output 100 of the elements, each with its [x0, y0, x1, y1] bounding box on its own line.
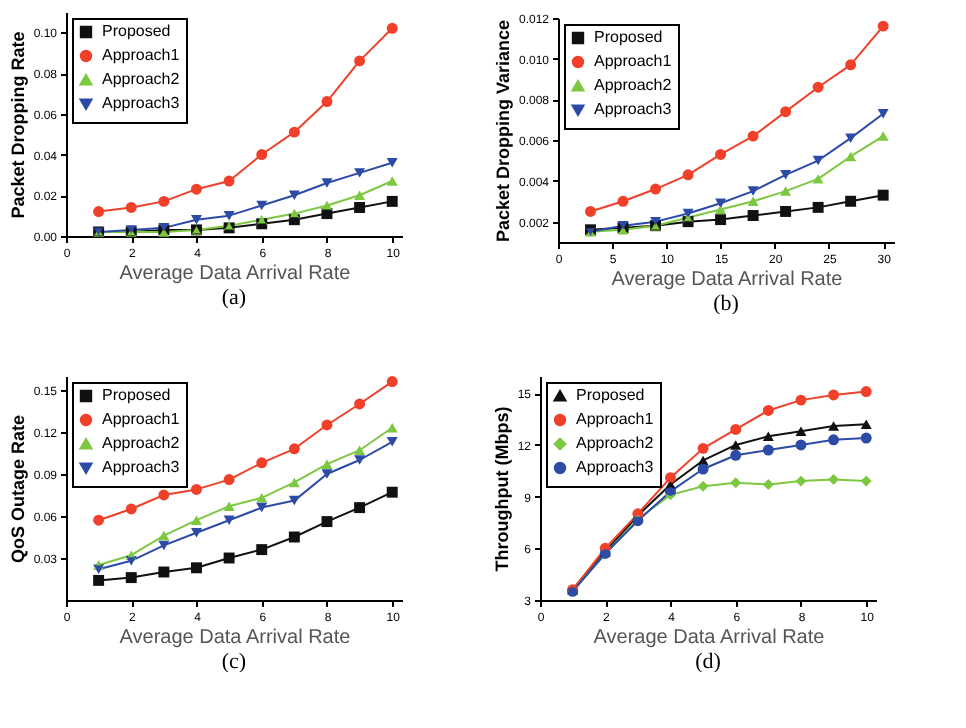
point [125, 503, 137, 515]
point [617, 195, 629, 207]
legend-label: Approach2 [594, 76, 673, 94]
point [747, 186, 759, 196]
x-axis-title: Average Data Arrival Rate [119, 263, 352, 285]
point [828, 473, 840, 485]
point [697, 442, 709, 454]
point [354, 445, 366, 455]
point [828, 389, 840, 401]
point [125, 202, 137, 213]
point [828, 421, 840, 431]
legend-label: Proposed [594, 28, 663, 46]
y-axis-title: Packet Dropping Variance [492, 19, 513, 243]
text: (d) [695, 650, 722, 674]
point [288, 126, 300, 138]
point [354, 202, 366, 213]
point [860, 419, 872, 429]
point [288, 477, 300, 488]
point [697, 480, 709, 492]
point [191, 183, 202, 195]
point [860, 475, 872, 487]
point [256, 544, 268, 556]
point [650, 183, 662, 195]
point [256, 457, 268, 469]
point [812, 155, 824, 166]
point [321, 96, 333, 108]
point [877, 108, 889, 119]
point [845, 195, 857, 207]
legend-label: Proposed [576, 386, 645, 404]
point [795, 394, 807, 406]
point [877, 131, 889, 141]
point [191, 528, 202, 538]
legend-label: Approach2 [102, 70, 181, 88]
point [747, 210, 759, 221]
point [386, 437, 398, 447]
point [354, 55, 366, 67]
point [256, 149, 268, 161]
point [730, 440, 742, 450]
point [191, 562, 202, 574]
point [354, 168, 366, 178]
point [191, 483, 202, 495]
legend-label: Approach2 [102, 434, 181, 452]
point [845, 133, 857, 143]
legend-label: Approach3 [102, 458, 181, 476]
point [354, 502, 366, 514]
text: (b) [713, 292, 740, 316]
point [860, 432, 872, 444]
point [191, 515, 202, 525]
point [354, 398, 366, 410]
point [288, 531, 300, 543]
point [812, 81, 824, 93]
point [697, 463, 709, 475]
point [386, 157, 398, 168]
point [762, 444, 774, 456]
point [256, 502, 268, 513]
legend-label: Proposed [102, 386, 171, 404]
point [93, 206, 105, 218]
legend-label: Approach1 [102, 46, 181, 64]
point [223, 474, 235, 486]
legend-label: Approach1 [102, 410, 181, 428]
point [812, 174, 824, 184]
point [730, 449, 742, 461]
point [795, 475, 807, 487]
legend-label: Approach2 [576, 434, 655, 452]
y-axis-title: QoS Outage Rate [7, 414, 28, 564]
point [715, 214, 727, 226]
point [191, 214, 202, 225]
point [223, 175, 235, 187]
point [321, 419, 333, 431]
legend-label: Approach3 [576, 458, 655, 476]
legend-label: Approach3 [594, 100, 673, 118]
point [288, 443, 300, 455]
point [747, 196, 759, 207]
point [321, 208, 333, 220]
point [288, 495, 300, 506]
point [812, 201, 824, 213]
point [747, 130, 759, 142]
point [321, 469, 333, 479]
point [780, 186, 792, 196]
point [321, 178, 333, 188]
point [828, 434, 840, 446]
point [780, 106, 792, 118]
point [665, 472, 676, 484]
point [877, 20, 889, 32]
point [256, 200, 268, 211]
point [730, 477, 742, 489]
legend-label: Approach1 [594, 52, 673, 70]
point [354, 455, 366, 465]
point [780, 170, 792, 180]
point [730, 423, 742, 435]
point [158, 540, 170, 551]
point [158, 195, 170, 207]
point [321, 516, 333, 528]
point [354, 190, 366, 201]
point [795, 439, 807, 451]
point [223, 210, 235, 221]
point [223, 501, 235, 511]
point [762, 479, 774, 491]
point [386, 176, 398, 186]
point [585, 205, 596, 217]
